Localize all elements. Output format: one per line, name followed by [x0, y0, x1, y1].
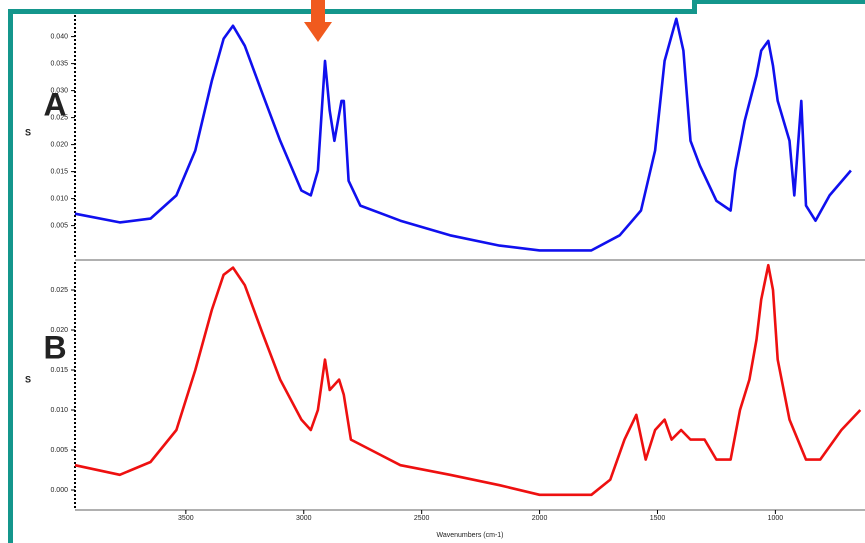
spectrum-line	[74, 17, 852, 252]
frame	[8, 0, 865, 543]
spectrum-line	[74, 263, 862, 497]
y-tick-label: 0.035	[50, 60, 68, 67]
x-tick-label: 1500	[650, 515, 666, 522]
y-tick-label: 0.020	[50, 141, 68, 148]
x-tick-label: 2500	[414, 515, 430, 522]
x-tick-label: 2000	[532, 515, 548, 522]
y-axis-label: S	[25, 374, 31, 384]
y-tick-label: 0.015	[50, 367, 68, 374]
x-axis-label: Wavenumbers (cm-1)	[436, 532, 503, 539]
x-tick-label: 3000	[296, 515, 312, 522]
x-tick-label: 1000	[768, 515, 784, 522]
x-tick-label: 3500	[178, 515, 194, 522]
frame-top-right	[692, 0, 865, 4]
y-tick-label: 0.010	[50, 407, 68, 414]
y-axis-label: S	[25, 127, 31, 137]
y-tick-label: 0.000	[50, 487, 68, 494]
y-tick-label: 0.040	[50, 33, 68, 40]
y-tick-label: 0.030	[50, 87, 68, 94]
frame-step	[692, 0, 697, 14]
y-tick-label: 0.005	[50, 222, 68, 229]
y-tick-label: 0.025	[50, 287, 68, 294]
arrow	[304, 0, 332, 42]
y-tick-label: 0.025	[50, 114, 68, 121]
frame-top	[8, 9, 696, 14]
y-tick-label: 0.010	[50, 195, 68, 202]
y-tick-label: 0.020	[50, 327, 68, 334]
y-tick-label: 0.005	[50, 447, 68, 454]
y-tick-label: 0.015	[50, 168, 68, 175]
panel-letter: A	[43, 86, 66, 122]
frame-left	[8, 9, 13, 543]
panel-letter: B	[43, 329, 66, 365]
